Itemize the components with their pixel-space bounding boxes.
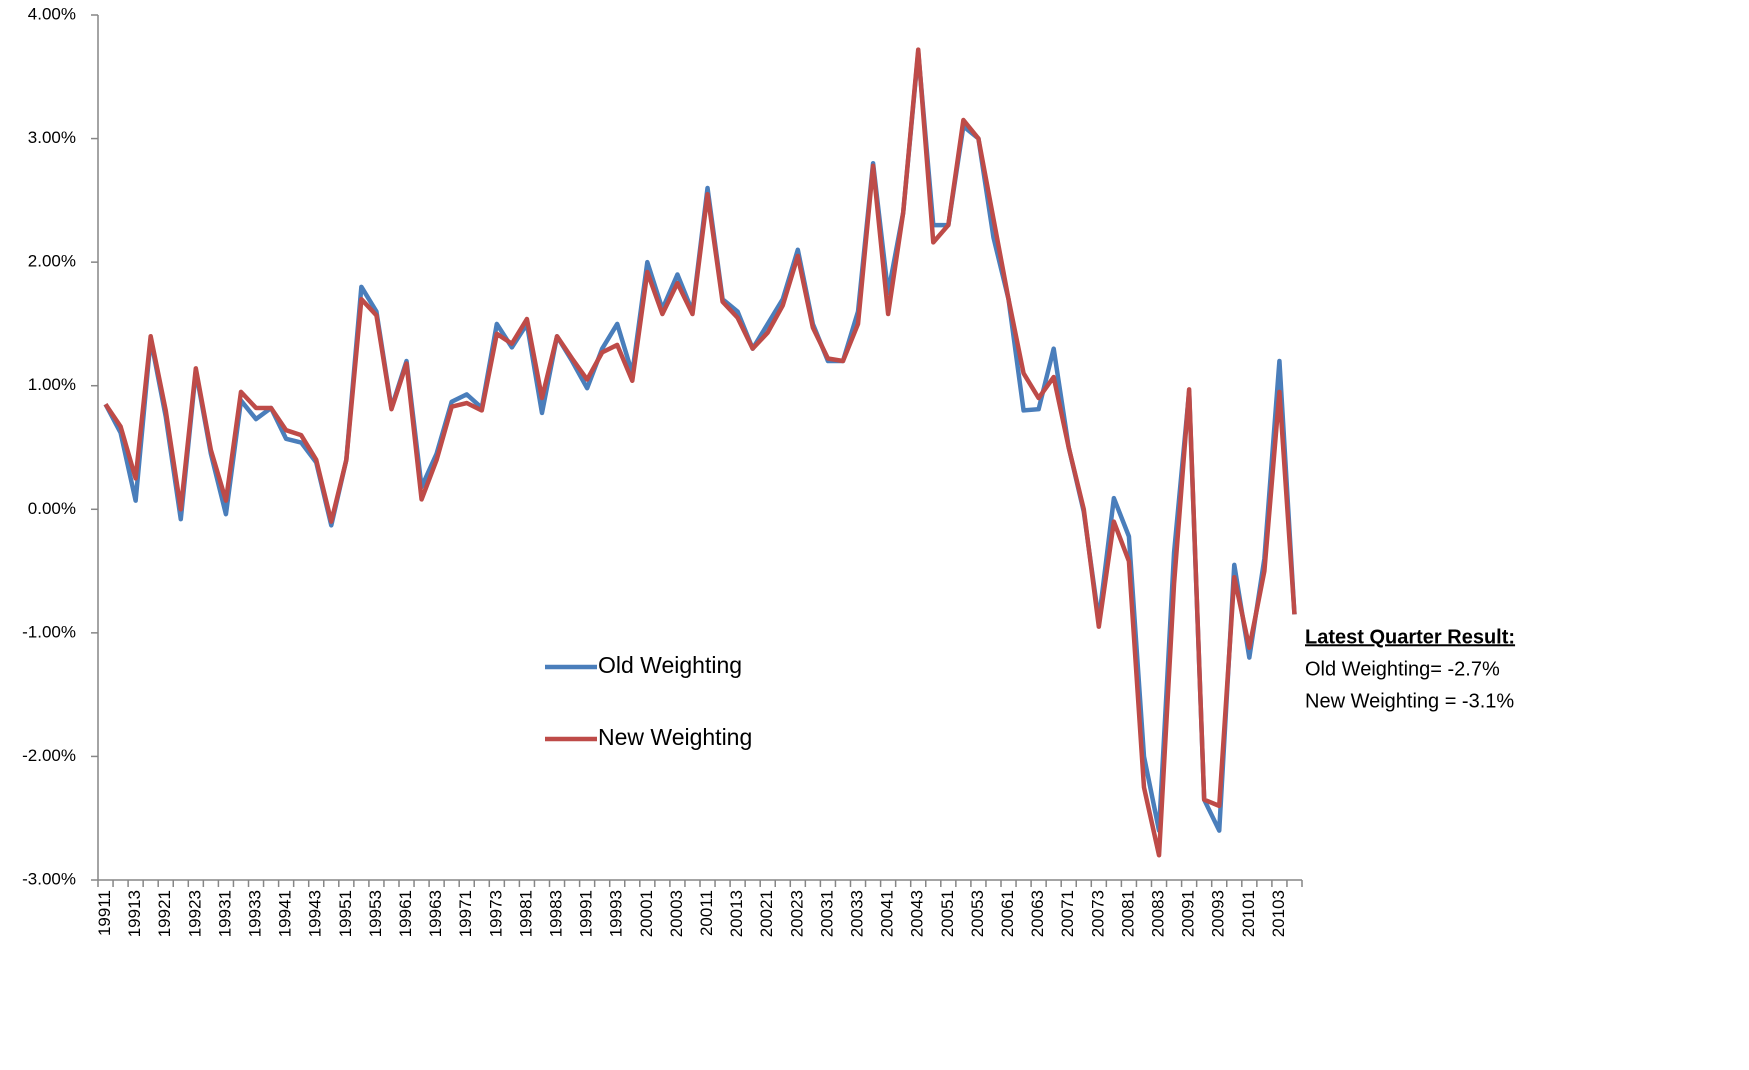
x-tick-label: 19953 <box>366 890 385 937</box>
x-tick-label: 20103 <box>1269 890 1288 937</box>
x-tick-label: 20013 <box>727 890 746 937</box>
x-tick-label: 19971 <box>456 890 475 937</box>
x-tick-label: 19961 <box>396 890 415 937</box>
x-tick-label: 20071 <box>1058 890 1077 937</box>
x-tick-label: 20043 <box>908 890 927 937</box>
y-tick-label: 3.00% <box>28 128 76 147</box>
y-tick-label: -3.00% <box>22 869 76 888</box>
x-tick-label: 19943 <box>306 890 325 937</box>
x-tick-label: 20023 <box>787 890 806 937</box>
x-tick-label: 20011 <box>697 890 716 936</box>
data-line <box>103 47 1297 858</box>
x-tick-label: 19911 <box>95 890 114 936</box>
x-tick-label: 20041 <box>878 890 897 937</box>
x-tick-label: 19981 <box>516 890 535 937</box>
x-tick-label: 20001 <box>637 890 656 937</box>
legend-label: Old Weighting <box>598 652 742 678</box>
x-tick-label: 20083 <box>1149 890 1168 937</box>
x-tick-label: 20051 <box>938 890 957 937</box>
x-tick-label: 19991 <box>577 890 596 937</box>
x-tick-label: 20033 <box>848 890 867 937</box>
y-tick-label: -2.00% <box>22 746 76 765</box>
x-tick-label: 20073 <box>1088 890 1107 937</box>
x-tick-label: 19913 <box>125 890 144 937</box>
x-tick-label: 20081 <box>1118 890 1137 937</box>
x-tick-label: 20091 <box>1179 890 1198 937</box>
x-tick-label: 20063 <box>1028 890 1047 937</box>
x-tick-label: 20031 <box>817 890 836 937</box>
x-tick-label: 20093 <box>1209 890 1228 937</box>
y-tick-label: 1.00% <box>28 375 76 394</box>
y-tick-label: -1.00% <box>22 622 76 641</box>
y-tick-label: 4.00% <box>28 4 76 23</box>
x-tick-label: 19921 <box>155 890 174 937</box>
x-tick-label: 19931 <box>215 890 234 937</box>
x-tick-label: 19951 <box>336 890 355 937</box>
y-tick-label: 0.00% <box>28 499 76 518</box>
x-tick-label: 20021 <box>757 890 776 937</box>
x-tick-label: 19963 <box>426 890 445 937</box>
x-tick-label: 20101 <box>1239 890 1258 937</box>
x-tick-label: 20053 <box>968 890 987 937</box>
annotation-line: Old Weighting= -2.7% <box>1305 658 1500 680</box>
annotation-title: Latest Quarter Result: <box>1305 626 1515 648</box>
legend-label: New Weighting <box>598 724 752 750</box>
annotation-line: New Weighting = -3.1% <box>1305 690 1514 712</box>
y-tick-label: 2.00% <box>28 252 76 271</box>
x-tick-label: 19993 <box>607 890 626 937</box>
x-tick-label: 19941 <box>276 890 295 937</box>
x-tick-label: 20003 <box>667 890 686 937</box>
x-tick-label: 19973 <box>486 890 505 937</box>
x-tick-label: 19933 <box>246 890 265 937</box>
data-line <box>103 49 1297 833</box>
x-tick-label: 19923 <box>185 890 204 937</box>
x-tick-label: 20061 <box>998 890 1017 937</box>
x-tick-label: 19983 <box>547 890 566 937</box>
